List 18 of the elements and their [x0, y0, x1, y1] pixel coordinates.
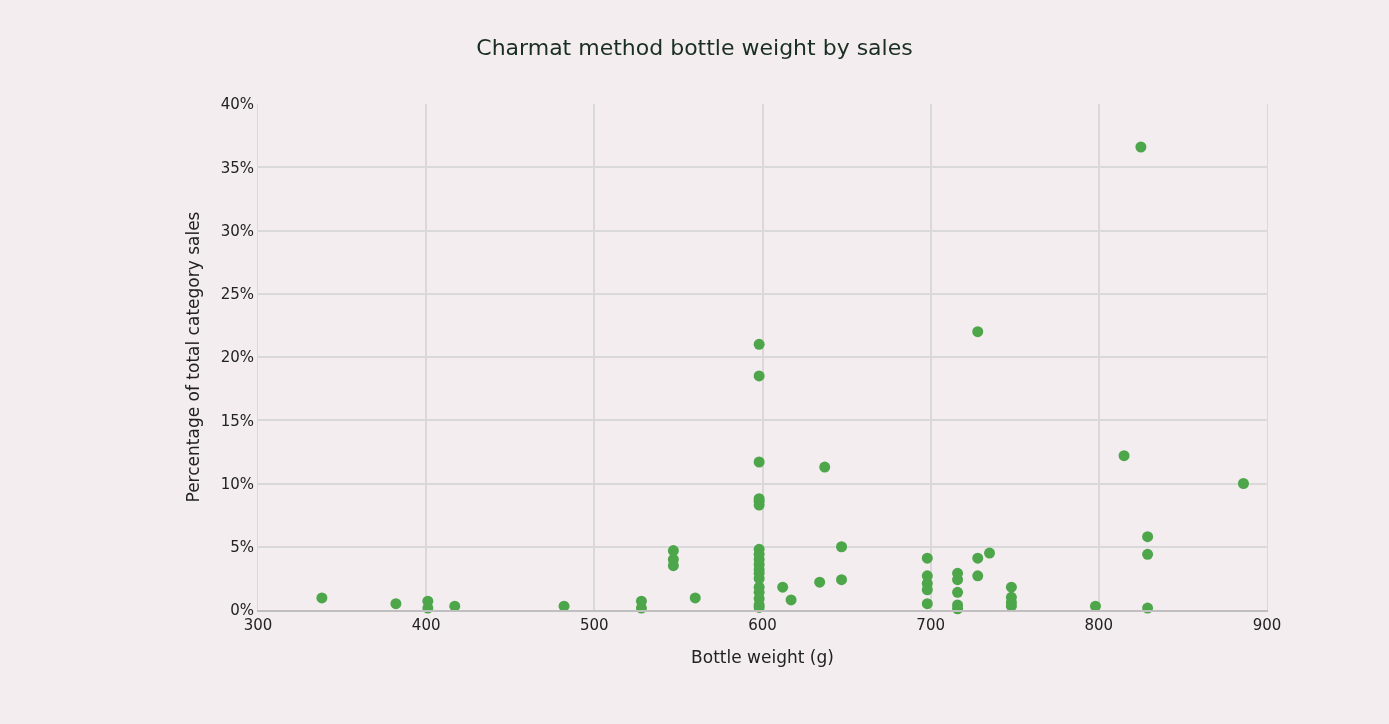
y-tick-label: 35% — [220, 158, 254, 177]
x-tick-label: 600 — [748, 616, 777, 634]
x-tick-label: 700 — [916, 616, 945, 634]
y-tick-label: 5% — [230, 538, 254, 556]
x-tick-label: 500 — [580, 616, 609, 634]
y-tick-label: 10% — [220, 474, 254, 493]
x-tick-label: 800 — [1084, 616, 1114, 634]
y-tick-label: 20% — [220, 348, 254, 367]
y-tick-label: 25% — [220, 285, 254, 303]
x-axis-title: Bottle weight (g) — [691, 646, 834, 667]
x-tick-label: 900 — [1252, 616, 1282, 634]
x-tick-label: 400 — [411, 616, 441, 634]
y-tick-label: 40% — [220, 95, 254, 114]
y-tick-label: 30% — [220, 221, 254, 240]
x-tick-label: 300 — [243, 616, 273, 634]
y-tick-label: 15% — [220, 411, 254, 430]
chart-title: Charmat method bottle weight by sales — [476, 34, 913, 60]
y-axis-title: Percentage of total category sales — [183, 211, 204, 503]
